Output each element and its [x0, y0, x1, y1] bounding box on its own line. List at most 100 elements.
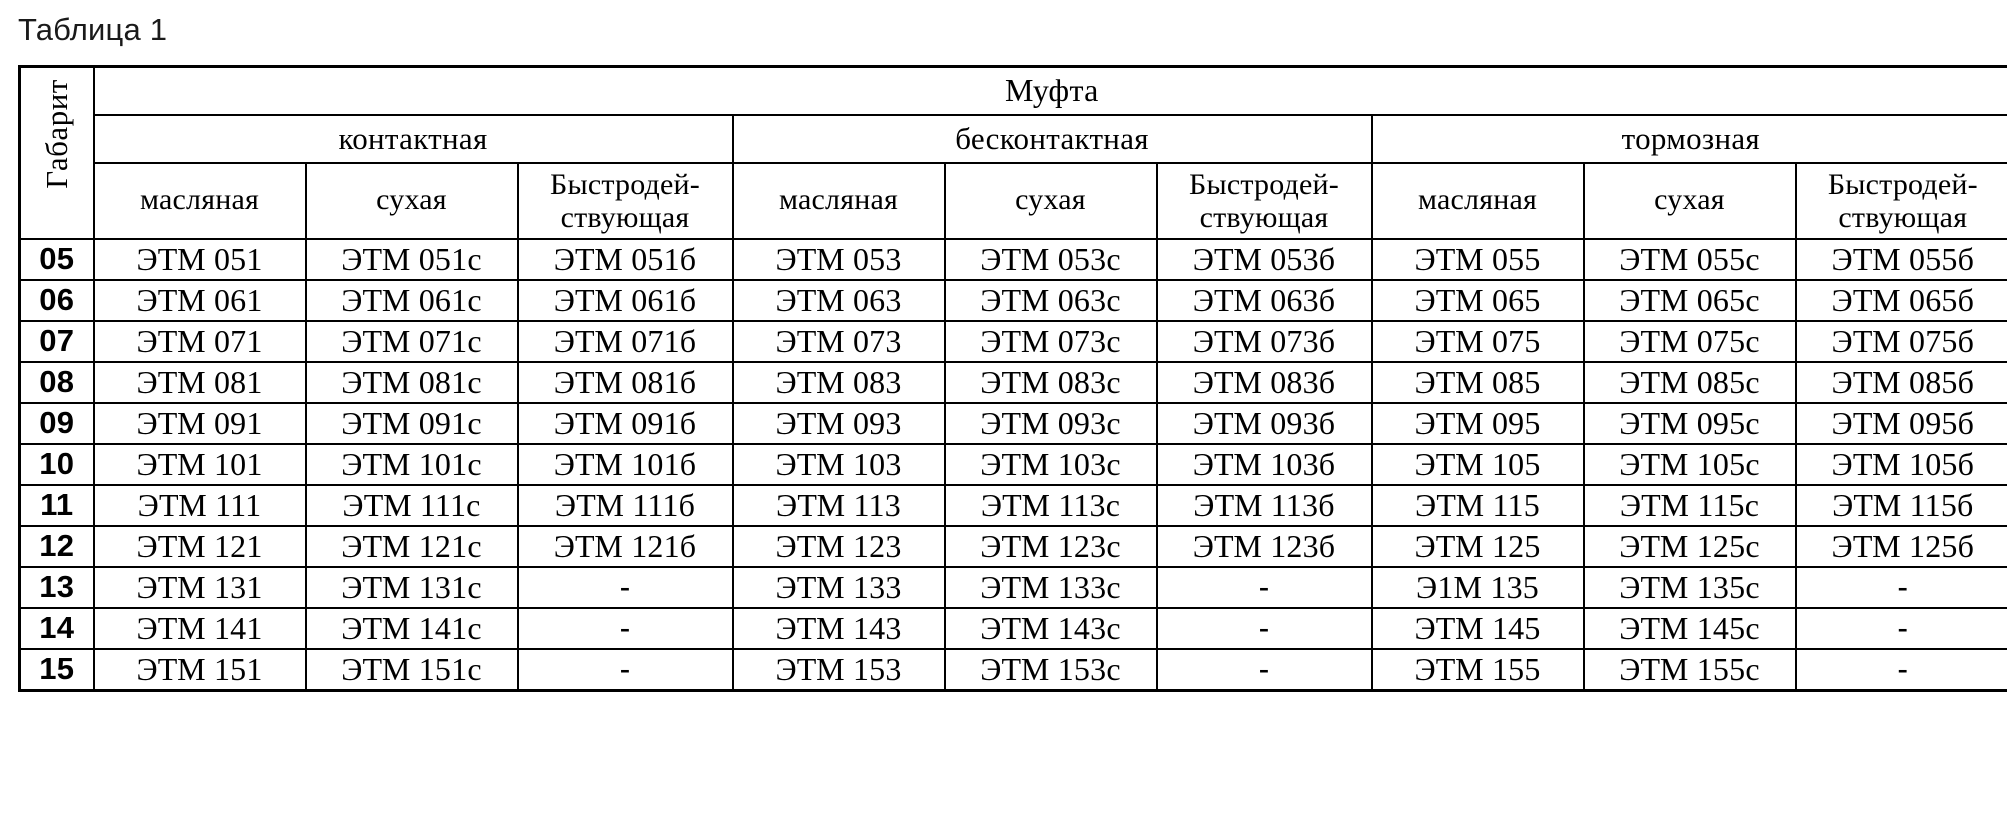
header-row-groups: контактная бесконтактная тормозная — [20, 113, 2007, 164]
cell-designation: ЭТМ 121 — [92, 524, 307, 568]
header-sub-kontaktnaya-fast: Быстродей- ствующая — [516, 161, 734, 240]
cell-designation: ЭТМ 071 — [92, 319, 307, 363]
cell-designation: ЭТМ 123б — [1155, 524, 1373, 568]
cell-gabarit-size: 15 — [18, 647, 95, 691]
cell-designation: ЭТМ 155с — [1582, 647, 1797, 691]
cell-designation: ЭТМ 065б — [1794, 278, 2007, 322]
fast-line-2: ствующая — [1199, 200, 1329, 234]
cell-designation: ЭТМ 153 — [731, 647, 946, 691]
header-sub-beskontaktnaya-oil: масляная — [731, 161, 946, 240]
cell-designation: ЭТМ 151с — [304, 647, 519, 691]
cell-designation: ЭТМ 145с — [1582, 606, 1797, 650]
header-sub-kontaktnaya-dry: сухая — [304, 161, 519, 240]
cell-designation: ЭТМ 135с — [1582, 565, 1797, 609]
header-group-beskontaktnaya: бесконтактная — [731, 113, 1373, 164]
cell-designation: ЭТМ 093с — [943, 401, 1158, 445]
cell-designation: ЭТМ 063 — [731, 278, 946, 322]
cell-designation: ЭТМ 075с — [1582, 319, 1797, 363]
cell-designation: ЭТМ 053 — [731, 237, 946, 281]
cell-designation: ЭТМ 095 — [1370, 401, 1585, 445]
table-row: 11 ЭТМ 111 ЭТМ 111с ЭТМ 111б ЭТМ 113 ЭТМ 113с… — [18, 483, 2007, 527]
cell-designation: ЭТМ 091с — [304, 401, 519, 445]
cell-designation: ЭТМ 141с — [304, 606, 519, 650]
cell-designation: ЭТМ 053б — [1155, 237, 1373, 281]
fast-line-2: ствующая — [1838, 200, 1968, 234]
cell-empty-dash: - — [1794, 606, 2007, 650]
fast-line-1: Быстродей- — [1827, 167, 1978, 201]
cell-designation: ЭТМ 071с — [304, 319, 519, 363]
cell-designation: ЭТМ 083б — [1155, 360, 1373, 404]
cell-designation: ЭТМ 103 — [731, 442, 946, 486]
cell-designation: ЭТМ 131 — [92, 565, 307, 609]
cell-empty-dash: - — [1794, 647, 2007, 691]
table-row: 05 ЭТМ 051 ЭТМ 051с ЭТМ 051б ЭТМ 053 ЭТМ 053с… — [18, 237, 2007, 281]
cell-designation: ЭТМ 091 — [92, 401, 307, 445]
cell-designation: ЭТМ 113б — [1155, 483, 1373, 527]
cell-designation: ЭТМ 153с — [943, 647, 1158, 691]
cell-designation: ЭТМ 123с — [943, 524, 1158, 568]
cell-designation: ЭТМ 133 — [731, 565, 946, 609]
cell-designation: ЭТМ 085 — [1370, 360, 1585, 404]
cell-designation: ЭТМ 145 — [1370, 606, 1585, 650]
cell-gabarit-size: 05 — [18, 237, 95, 281]
cell-designation: ЭТМ 055с — [1582, 237, 1797, 281]
cell-designation: ЭТМ 093б — [1155, 401, 1373, 445]
cell-designation: ЭТМ 101б — [516, 442, 734, 486]
cell-empty-dash: - — [1794, 565, 2007, 609]
cell-designation: ЭТМ 111 — [92, 483, 307, 527]
table-row: 14 ЭТМ 141 ЭТМ 141с - ЭТМ 143 ЭТМ 143с - ЭТМ 14… — [18, 606, 2007, 650]
cell-empty-dash: - — [1155, 647, 1373, 691]
cell-designation: ЭТМ 065с — [1582, 278, 1797, 322]
cell-empty-dash: - — [516, 565, 734, 609]
header-sub-kontaktnaya-oil: масляная — [92, 161, 307, 240]
cell-designation: ЭТМ 073 — [731, 319, 946, 363]
cell-designation: ЭТМ 123 — [731, 524, 946, 568]
cell-gabarit-size: 06 — [18, 278, 95, 322]
header-row-top: Габарит Муфта — [18, 65, 2007, 240]
cell-designation: ЭТМ 053с — [943, 237, 1158, 281]
header-sub-tormoznaya-oil: масляная — [1370, 161, 1585, 240]
cell-designation: ЭТМ 091б — [516, 401, 734, 445]
cell-designation: ЭТМ 061с — [304, 278, 519, 322]
header-group-tormoznaya: тормозная — [1370, 113, 2007, 164]
cell-designation: ЭТМ 101с — [304, 442, 519, 486]
table-row: 08 ЭТМ 081 ЭТМ 081с ЭТМ 081б ЭТМ 083 ЭТМ 083с… — [18, 360, 2007, 404]
cell-designation: ЭТМ 071б — [516, 319, 734, 363]
cell-designation: ЭТМ 151 — [92, 647, 307, 691]
cell-designation: ЭТМ 133с — [943, 565, 1158, 609]
cell-designation: ЭТМ 085б — [1794, 360, 2007, 404]
cell-empty-dash: - — [516, 647, 734, 691]
cell-gabarit-size: 09 — [18, 401, 95, 445]
cell-designation: ЭТМ 121б — [516, 524, 734, 568]
cell-designation: ЭТМ 051б — [516, 237, 734, 281]
cell-designation: ЭТМ 121с — [304, 524, 519, 568]
cell-designation: ЭТМ 073с — [943, 319, 1158, 363]
cell-designation: Э1М 135 — [1370, 565, 1585, 609]
header-mufta: Муфта — [92, 65, 2007, 116]
cell-designation: ЭТМ 095б — [1794, 401, 2007, 445]
cell-designation: ЭТМ 113 — [731, 483, 946, 527]
cell-designation: ЭТМ 063б — [1155, 278, 1373, 322]
cell-empty-dash: - — [1155, 606, 1373, 650]
cell-designation: ЭТМ 143 — [731, 606, 946, 650]
cell-designation: ЭТМ 061 — [92, 278, 307, 322]
table-container: Габарит Муфта контактная бесконтактная т… — [0, 45, 2007, 692]
cell-designation: ЭТМ 113с — [943, 483, 1158, 527]
fast-line-1: Быстродей- — [1189, 167, 1339, 201]
cell-designation: ЭТМ 075 — [1370, 319, 1585, 363]
cell-designation: ЭТМ 055б — [1794, 237, 2007, 281]
table-row: 09 ЭТМ 091 ЭТМ 091с ЭТМ 091б ЭТМ 093 ЭТМ 093с… — [18, 401, 2007, 445]
cell-designation: ЭТМ 125б — [1794, 524, 2007, 568]
cell-designation: ЭТМ 103б — [1155, 442, 1373, 486]
cell-gabarit-size: 11 — [18, 483, 95, 527]
cell-designation: ЭТМ 131с — [304, 565, 519, 609]
cell-designation: ЭТМ 105с — [1582, 442, 1797, 486]
cell-designation: ЭТМ 081б — [516, 360, 734, 404]
header-sub-tormoznaya-dry: сухая — [1582, 161, 1797, 240]
cell-gabarit-size: 07 — [18, 319, 95, 363]
cell-designation: ЭТМ 063с — [943, 278, 1158, 322]
cell-designation: ЭТМ 083 — [731, 360, 946, 404]
cell-designation: ЭТМ 111б — [516, 483, 734, 527]
cell-designation: ЭТМ 105б — [1794, 442, 2007, 486]
